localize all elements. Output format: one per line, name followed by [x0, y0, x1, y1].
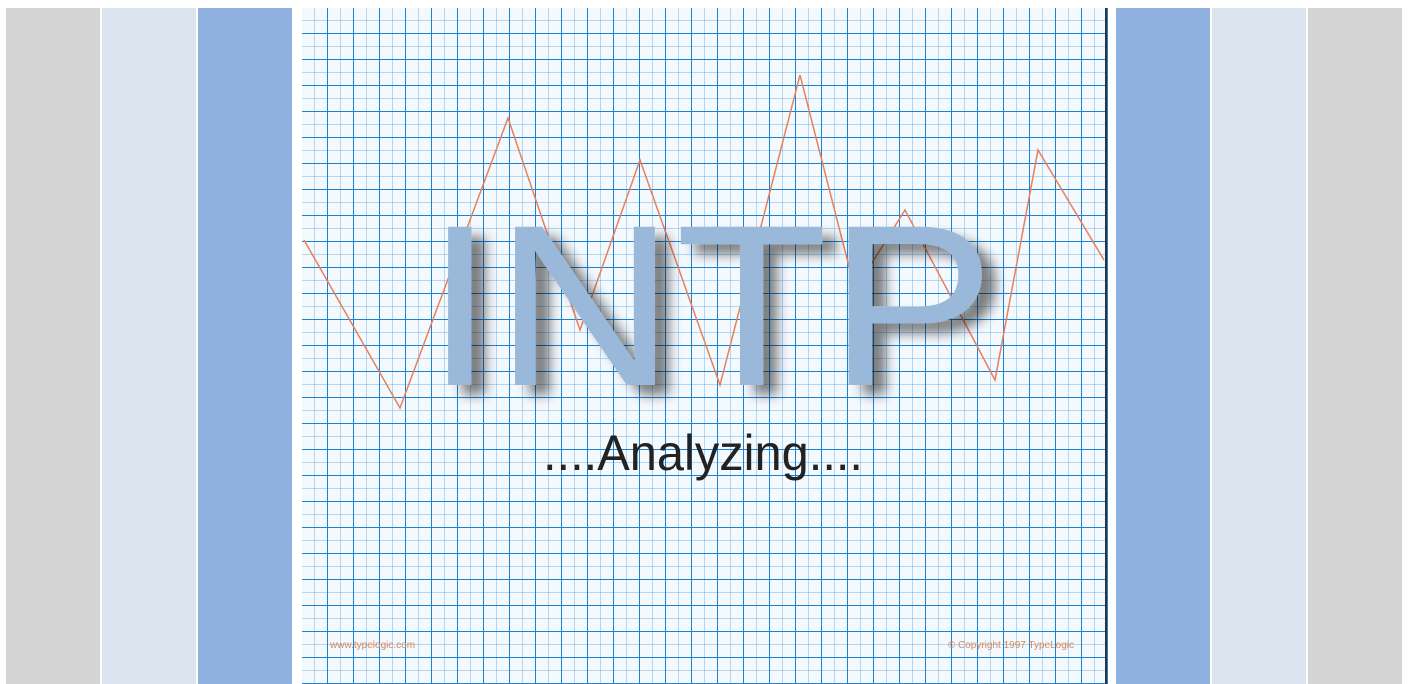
- side-column: [102, 8, 196, 684]
- footer-left: www.typelogic.com: [329, 640, 415, 651]
- title: INTP: [425, 177, 995, 434]
- footer-right: © Copyright 1997 TypeLogic: [948, 640, 1074, 651]
- side-column: [1308, 8, 1402, 684]
- subtitle: ....Analyzing....: [543, 425, 863, 481]
- banner-image: INTP ....Analyzing.... www.typelogic.com…: [302, 8, 1108, 684]
- page: INTP ....Analyzing.... www.typelogic.com…: [0, 0, 1410, 684]
- side-column: [1116, 8, 1210, 684]
- side-column: [6, 8, 100, 684]
- side-column: [198, 8, 292, 684]
- side-column: [1212, 8, 1306, 684]
